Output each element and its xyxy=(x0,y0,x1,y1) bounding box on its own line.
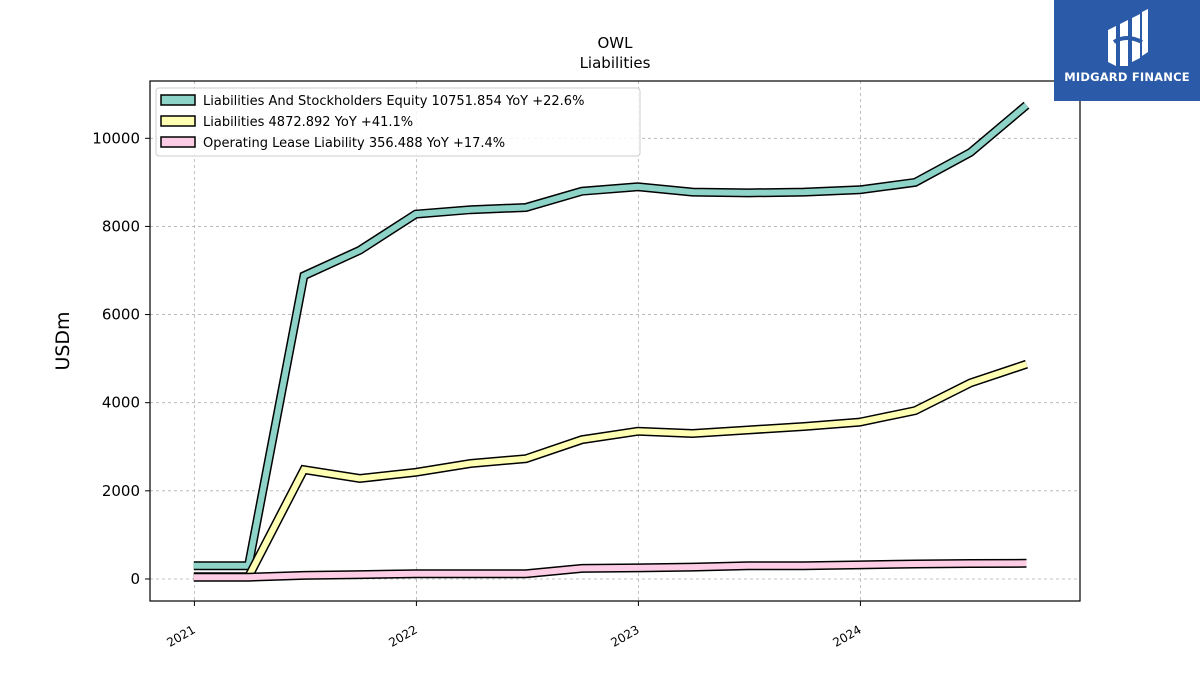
legend: Liabilities And Stockholders Equity 1075… xyxy=(155,87,641,157)
logo-mark-icon xyxy=(1108,9,1148,66)
legend-entry: Operating Lease Liability 356.488 YoY +1… xyxy=(203,136,505,151)
grid xyxy=(150,81,1080,601)
midgard-finance-logo: MIDGARD FINANCE xyxy=(1054,0,1200,101)
y-tick-label: 0 xyxy=(130,570,140,588)
series-operating-lease-liability xyxy=(193,558,1027,582)
legend-box xyxy=(155,87,641,157)
series-layer xyxy=(193,101,1030,582)
x-tick-label: 2021 xyxy=(164,622,197,649)
y-tick-label: 4000 xyxy=(102,394,140,412)
legend-entry: Liabilities And Stockholders Equity 1075… xyxy=(203,94,584,109)
series-line xyxy=(193,560,1027,581)
chart-subtitle: Liabilities xyxy=(580,54,651,72)
logo-text: MIDGARD FINANCE xyxy=(1064,70,1190,84)
x-tick-label: 2024 xyxy=(830,622,863,649)
chart-title: OWL xyxy=(598,34,634,52)
y-tick-label: 2000 xyxy=(102,482,140,500)
legend-swatch xyxy=(160,94,196,106)
legend-swatch xyxy=(160,136,196,148)
x-tick-label: 2023 xyxy=(608,622,641,649)
x-tick-label: 2022 xyxy=(386,622,419,649)
y-axis-label: USDm xyxy=(52,311,74,370)
y-tick-label: 10000 xyxy=(92,129,140,147)
series-liabilities-and-stockholders-equity xyxy=(193,101,1030,571)
series-line xyxy=(193,102,1029,569)
y-axis: 0 2000 4000 6000 8000 10000 xyxy=(92,129,150,588)
x-axis: 2021 2022 2023 2024 xyxy=(164,601,864,650)
y-tick-label: 8000 xyxy=(102,217,140,235)
series-liabilities xyxy=(193,359,1028,582)
legend-swatch xyxy=(160,115,196,127)
legend-entry: Liabilities 4872.892 YoY +41.1% xyxy=(203,115,413,130)
plot-frame xyxy=(149,80,1081,602)
series-line xyxy=(193,361,1028,580)
series-line-outline xyxy=(193,101,1030,571)
y-tick-label: 6000 xyxy=(102,306,140,324)
